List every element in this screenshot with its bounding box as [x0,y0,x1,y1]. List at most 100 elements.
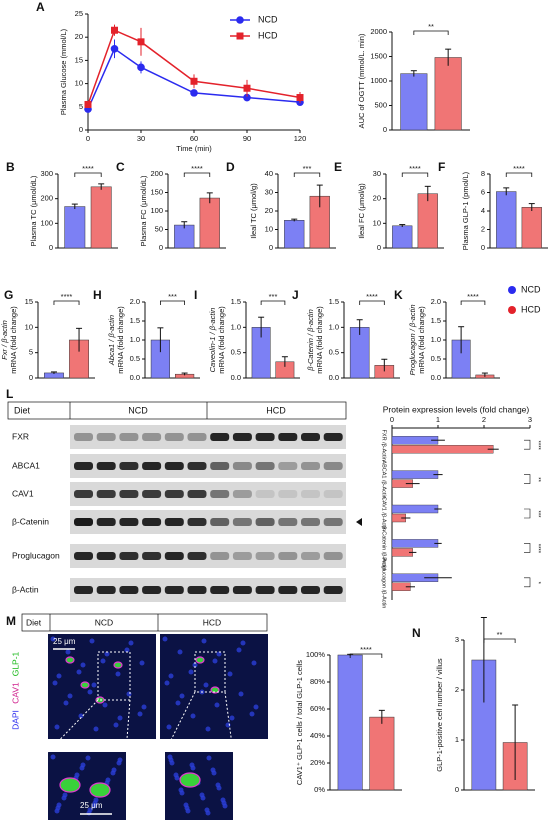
y-axis-label: AUC of OGTT (mmol/L. min) [357,33,366,128]
panel-letter: I [194,288,197,302]
nucleus [128,640,134,646]
blot-band [323,552,343,560]
nucleus [203,682,209,688]
blot-band [278,490,298,498]
nucleus [238,691,244,697]
cell [89,782,111,798]
blot-band [142,433,162,441]
x-tick-label: 2 [482,415,486,424]
y-tick-label: 2 [455,685,459,694]
y-tick-label: 1.0 [431,335,441,344]
bar [391,470,439,479]
y-tick-label: 50 [155,224,163,233]
y-axis-label: CAV1⁺ GLP-1 cells / total GLP-1 cells [295,660,304,785]
blot-band [96,462,116,470]
significance: *** [534,510,540,518]
y-axis-label: GLP-1-positive cell number / villus [435,658,444,772]
blot-band [142,586,162,594]
bar [64,206,86,249]
blot-band [119,462,139,470]
blot-band [232,552,252,560]
diet-header [21,613,268,632]
y-tick-label: 1500 [370,51,387,60]
significance: *** [168,292,177,301]
blot-band [255,462,275,470]
y-tick-label: 4 [481,206,485,215]
significance-bracket [483,638,516,643]
nucleus [177,649,183,655]
panel-letter: A [36,0,45,14]
nucleus [117,715,123,721]
blot-band [301,490,320,498]
significance-bracket [260,300,286,305]
x-tick-label: 30 [137,134,145,143]
y-tick-label: 200 [40,194,53,203]
blot-band [74,462,93,470]
panel-letter: B [6,160,15,174]
panel-letter: G [4,288,13,302]
y-tick-label: 10 [265,224,273,233]
y-tick-label: 0 [377,243,381,252]
bar [369,716,395,791]
y-tick-label: 0 [269,243,273,252]
panel-letter: C [116,160,125,174]
nucleus [67,693,73,699]
y-axis-label: Abca1 / β-actin [107,315,116,366]
y-tick-label: 1.5 [130,316,140,325]
nucleus [222,803,228,809]
significance-bracket [160,300,185,305]
y-tick-label: 5 [79,102,83,111]
nucleus [185,808,191,814]
nucleus [251,660,257,666]
blot-band [187,462,207,470]
blot-band [187,586,207,594]
blot-band [164,586,184,594]
y-tick-label: 5 [29,348,33,357]
cell [113,661,123,669]
y-tick-label: 2000 [370,27,387,36]
category-label: FXR /β-Actin [381,430,387,461]
panel-letter: L [6,387,13,401]
blot-strip [70,425,346,449]
stain-label: CAV1 [10,682,20,704]
cell [65,656,75,664]
blot-band [74,490,93,498]
panel-letter: F [438,160,445,174]
y-tick-label: 80% [310,677,325,686]
protein-label: CAV1 [12,488,34,498]
y-tick-label: 40% [310,731,325,740]
blot-band [323,433,343,441]
y-tick-label: 20% [310,758,325,767]
significance-bracket [53,300,80,305]
nucleus [54,808,60,814]
nucleus [216,651,222,657]
bar [521,207,542,249]
blot-band [255,490,275,498]
diet-label: Diet [26,617,42,627]
protein-label: FXR [12,431,29,441]
marker [111,26,118,34]
significance-bracket [359,300,385,305]
blot-band [323,518,343,526]
blot-band [278,552,298,560]
blot-band [323,586,343,594]
nucleus [100,658,106,664]
nucleus [124,647,130,653]
y-tick-label: 0.5 [130,354,140,363]
significance: **** [513,164,525,173]
x-tick-label: 120 [294,134,307,143]
blot-band [301,462,320,470]
y-tick-label: 20 [373,194,381,203]
blot-band [119,552,139,560]
stain-label: GLP-1 [10,651,20,676]
nucleus [137,711,143,717]
nucleus [169,760,175,766]
nucleus [216,785,222,791]
y-axis-label: Fxr / β-actin [0,320,9,360]
blot-band [278,462,298,470]
nucleus [110,770,116,776]
nucleus [54,724,60,730]
significance-bracket [401,172,429,177]
blot-band [187,490,207,498]
nucleus [141,704,147,710]
